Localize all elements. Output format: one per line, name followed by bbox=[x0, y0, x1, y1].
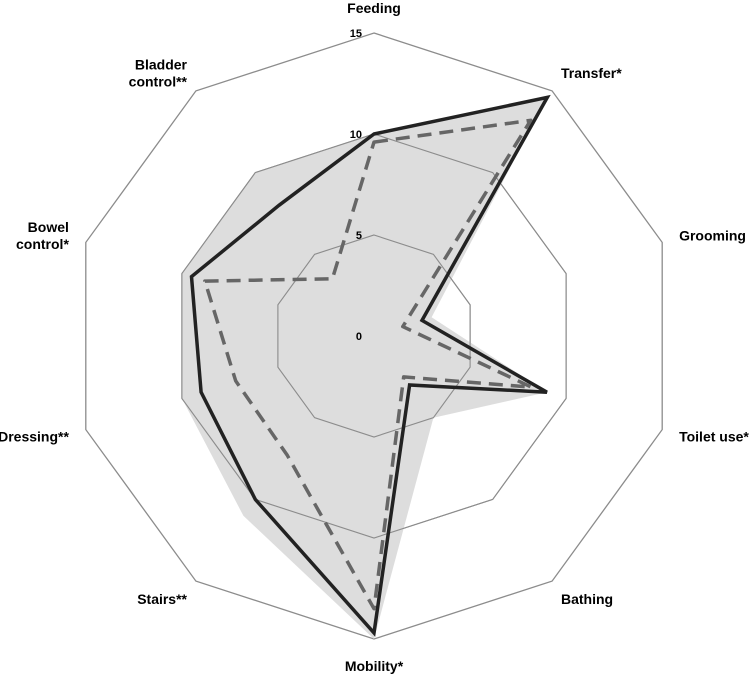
tick-label-5: 5 bbox=[356, 230, 362, 242]
axis-label-line: Mobility* bbox=[345, 658, 404, 674]
grid-ring-overlay-10 bbox=[181, 133, 567, 539]
axis-label-line: Toilet use* bbox=[679, 428, 749, 444]
axis-label-line: Dressing** bbox=[0, 428, 69, 444]
axis-label-mobility: Mobility* bbox=[345, 658, 404, 674]
grid-ring-overlay-5 bbox=[277, 234, 471, 438]
axis-label-line: Transfer* bbox=[561, 65, 622, 81]
axis-label-line: Grooming bbox=[679, 228, 746, 244]
axis-label-line: control* bbox=[16, 236, 69, 252]
axis-label-line: Bowel bbox=[28, 219, 69, 235]
axis-label-feeding: Feeding bbox=[347, 0, 401, 16]
axis-label-line: control** bbox=[129, 74, 188, 90]
axis-label-transfer: Transfer* bbox=[561, 65, 622, 81]
axis-label-line: Feeding bbox=[347, 0, 401, 16]
tick-label-10: 10 bbox=[350, 129, 362, 141]
axis-label-bowel-control: Bowel control* bbox=[16, 219, 69, 252]
axis-label-dressing: Dressing** bbox=[0, 428, 69, 444]
axis-label-toilet-use: Toilet use* bbox=[679, 428, 749, 444]
series-layer bbox=[181, 94, 567, 639]
tick-label-0: 0 bbox=[356, 331, 362, 343]
series-2-line bbox=[203, 118, 534, 611]
axis-label-bladder-control: Bladder control** bbox=[129, 57, 188, 90]
axis-label-line: Bathing bbox=[561, 591, 613, 607]
series-1-line bbox=[189, 94, 551, 637]
axis-label-line: Stairs** bbox=[137, 591, 187, 607]
axis-label-line: Bladder bbox=[135, 57, 188, 73]
tick-label-15: 15 bbox=[350, 28, 362, 40]
series-0-area bbox=[181, 99, 547, 639]
axis-label-grooming: Grooming bbox=[679, 228, 746, 244]
axis-label-bathing: Bathing bbox=[561, 591, 613, 607]
axis-label-stairs: Stairs** bbox=[137, 591, 187, 607]
